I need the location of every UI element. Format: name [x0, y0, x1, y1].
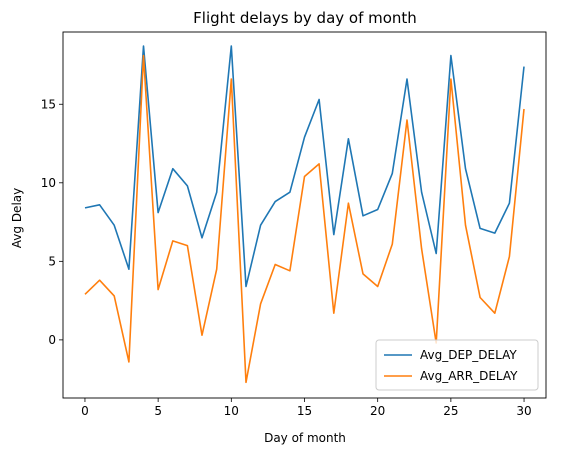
series-line-0	[84, 45, 525, 288]
series-layer	[84, 45, 525, 384]
legend-label-1: Avg_ARR_DELAY	[420, 369, 518, 383]
y-tick-label: 5	[48, 254, 56, 268]
y-axis-label: Avg Delay	[10, 188, 24, 248]
y-tick-label: 0	[48, 333, 56, 347]
series-line-1	[84, 54, 525, 384]
legend: Avg_DEP_DELAY Avg_ARR_DELAY	[375, 339, 539, 391]
legend-box	[375, 339, 539, 391]
x-tick-label: 5	[154, 404, 162, 418]
y-axis-ticks: 0 5 10 15	[41, 97, 63, 347]
x-tick-label: 30	[516, 404, 531, 418]
x-tick-label: 10	[224, 404, 239, 418]
x-axis-ticks: 0 5 10 15 20 25 30	[81, 398, 532, 418]
x-tick-label: 25	[443, 404, 458, 418]
y-tick-label: 15	[41, 97, 56, 111]
y-tick-label: 10	[41, 176, 56, 190]
chart-title: Flight delays by day of month	[193, 9, 417, 27]
legend-label-0: Avg_DEP_DELAY	[420, 348, 517, 362]
x-tick-label: 15	[297, 404, 312, 418]
x-tick-label: 0	[81, 404, 89, 418]
x-axis-label: Day of month	[264, 431, 346, 445]
x-tick-label: 20	[370, 404, 385, 418]
